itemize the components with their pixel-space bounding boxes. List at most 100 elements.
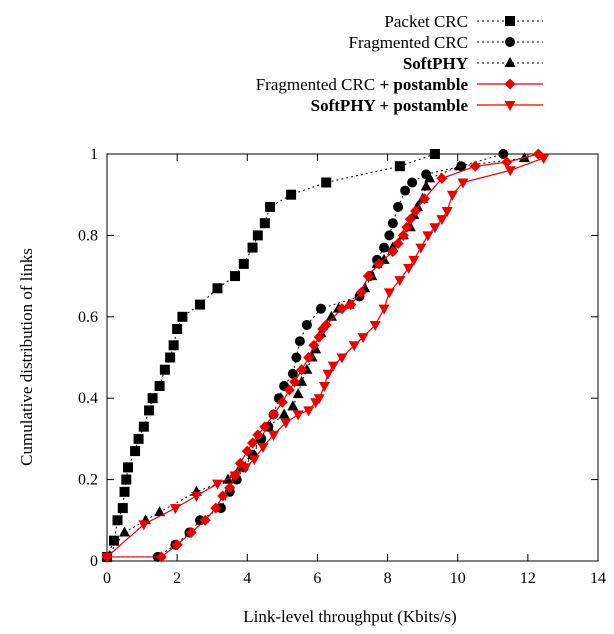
data-point (446, 190, 458, 201)
data-point (291, 352, 302, 363)
data-point (320, 319, 332, 331)
data-point (392, 238, 404, 250)
x-tick-label: 14 (590, 570, 606, 587)
data-point (278, 408, 290, 419)
data-point (469, 160, 481, 172)
x-tick-label: 12 (520, 570, 536, 587)
legend-label-part: SoftPHY (403, 54, 468, 73)
legend-label-part: Fragmented CRC (349, 33, 468, 52)
data-point (252, 429, 264, 441)
data-point (119, 526, 131, 537)
data-point (420, 180, 432, 191)
legend-label: SoftPHY + postamble (311, 96, 469, 115)
data-point (400, 185, 411, 196)
data-point (117, 503, 128, 514)
data-point (303, 406, 315, 417)
data-point (286, 189, 297, 200)
data-point (168, 340, 179, 351)
data-point (123, 462, 134, 473)
data-point (259, 421, 271, 433)
data-point (378, 304, 390, 315)
data-point (280, 418, 292, 429)
data-point (147, 393, 158, 404)
y-tick-label: 0.4 (78, 390, 98, 407)
data-point (415, 243, 427, 254)
legend-label-part: SoftPHY + postamble (311, 96, 469, 115)
data-point (210, 502, 222, 514)
data-point (313, 394, 325, 405)
data-point (301, 319, 312, 330)
x-tick-label: 6 (313, 570, 321, 587)
data-point (229, 471, 241, 482)
series-line (107, 153, 539, 558)
data-point (194, 299, 205, 310)
data-point (394, 276, 406, 287)
data-point (393, 201, 404, 212)
data-point (287, 368, 298, 379)
y-tick-label: 0.8 (78, 227, 98, 244)
legend-label-part: Packet CRC (384, 12, 468, 31)
data-point (369, 320, 381, 331)
data-point (292, 410, 304, 421)
series-line (106, 153, 436, 558)
data-point (325, 310, 337, 321)
data-point (230, 271, 241, 282)
data-point (138, 520, 150, 531)
legend-label: Packet CRC (384, 12, 468, 31)
data-point (265, 201, 276, 212)
data-point (408, 255, 420, 266)
data-point (252, 230, 263, 241)
data-point (373, 258, 385, 270)
data-point (144, 405, 155, 416)
data-point (355, 286, 367, 298)
y-tick-label: 0.2 (78, 472, 98, 489)
data-point (294, 336, 305, 347)
data-point (407, 177, 418, 188)
series-layer (101, 148, 550, 563)
data-point (453, 160, 465, 171)
data-point (172, 324, 183, 335)
data-point (538, 154, 550, 165)
data-point (190, 491, 202, 502)
data-point (211, 479, 223, 490)
data-point (224, 482, 236, 494)
data-point (130, 446, 141, 457)
y-tick-label: 1 (90, 146, 98, 163)
data-point (504, 166, 516, 177)
legend-marker (504, 78, 516, 90)
data-point (303, 352, 315, 363)
data-point (247, 242, 258, 253)
series-triangle-down (101, 154, 550, 563)
data-point (212, 283, 223, 294)
data-point (322, 369, 334, 380)
data-point (296, 364, 308, 376)
data-point (321, 177, 332, 188)
legend-label: SoftPHY (403, 54, 468, 73)
data-point (247, 437, 259, 449)
data-point (397, 229, 409, 241)
x-axis-label: Link-level throughput (Kbits/s) (243, 607, 456, 626)
data-point (348, 341, 360, 352)
data-point (159, 364, 170, 375)
x-tick-label: 0 (103, 570, 111, 587)
data-point (422, 231, 434, 242)
legend-label: Fragmented CRC (349, 33, 468, 52)
data-point (308, 339, 320, 351)
data-point (101, 552, 113, 563)
data-point (283, 384, 295, 396)
y-tick-label: 0 (90, 553, 98, 570)
data-point (410, 205, 422, 217)
series-square (102, 149, 440, 562)
data-point (165, 352, 176, 363)
data-point (327, 361, 339, 372)
data-point (315, 303, 326, 314)
data-point (138, 421, 149, 432)
data-point (424, 172, 436, 183)
data-point (313, 331, 325, 343)
data-point (501, 156, 513, 168)
data-point (119, 486, 130, 497)
legend: Packet CRC Fragmented CRC SoftPHY Fragmente… (256, 12, 543, 115)
legend-marker (505, 37, 515, 47)
data-point (268, 430, 280, 441)
data-point (404, 213, 416, 225)
